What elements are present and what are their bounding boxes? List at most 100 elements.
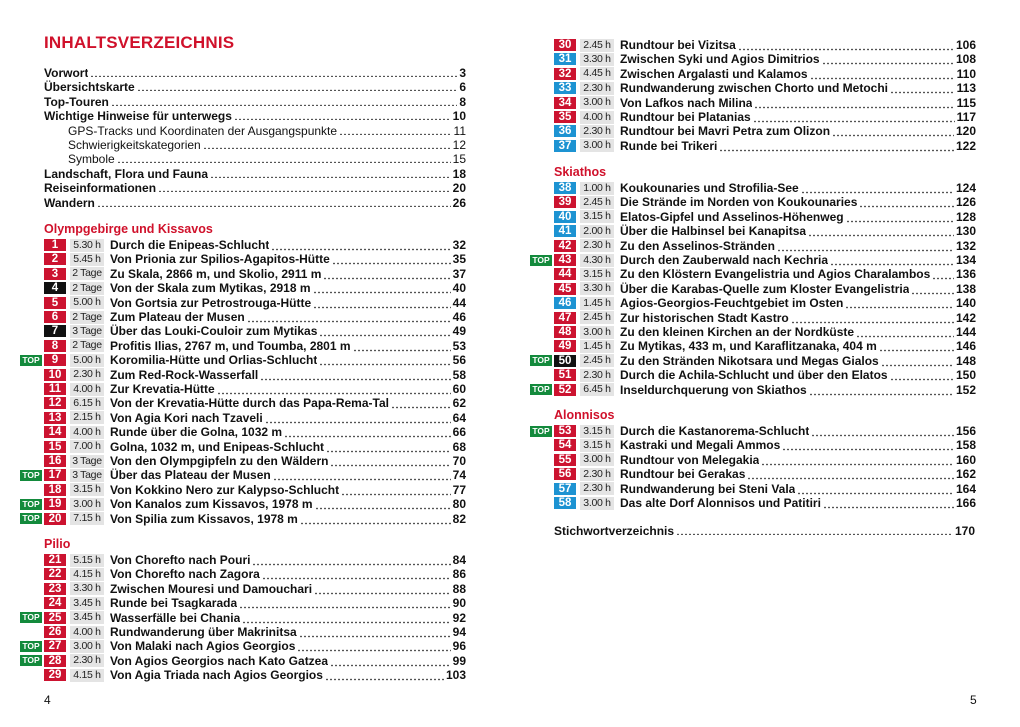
toc-entry[interactable]: Schwierigkeitskategorien 12 (68, 138, 466, 152)
dot-leader (911, 281, 954, 296)
toc-entry[interactable]: Landschaft, Flora und Fauna 18 (44, 167, 466, 181)
tour-entry[interactable]: 55 3.00 h Rundtour von Melegakia 160 (554, 452, 976, 467)
toc-entry[interactable]: Vorwort 3 (44, 66, 466, 80)
tour-duration: 3.00 h (70, 497, 104, 511)
tour-duration: 5.00 h (70, 353, 104, 367)
tour-entry[interactable]: 5 5.00 h Von Gortsia zur Petrostrouga-Hütt… (44, 295, 466, 310)
tour-entry[interactable]: 25 3.45 h Wasserfälle bei Chania 92 (44, 610, 466, 625)
tour-entry[interactable]: 4 2 Tage Von der Skala zum Mytikas, 2918 m… (44, 281, 466, 296)
toc-entry[interactable]: GPS-Tracks und Koordinaten der Ausgangsp… (68, 124, 466, 138)
tour-entry[interactable]: 17 3 Tage Über das Plateau der Musen 74 (44, 468, 466, 483)
tour-entry[interactable]: 24 3.45 h Runde bei Tsagkarada 90 (44, 596, 466, 611)
tour-entry[interactable]: 26 4.00 h Rundwanderung über Makrinitsa 94 (44, 625, 466, 639)
tour-entry[interactable]: 18 3.15 h Von Kokkino Nero zur Kalypso-Sch… (44, 482, 466, 497)
tour-entry[interactable]: 35 4.00 h Rundtour bei Platanias 117 (554, 110, 976, 124)
tour-entry[interactable]: 57 2.30 h Rundwanderung bei Steni Vala 164 (554, 481, 976, 496)
tour-entry[interactable]: 20 7.15 h Von Spilia zum Kissavos, 1978 m 8… (44, 511, 466, 526)
tour-entry[interactable]: 38 1.00 h Koukounaries und Strofilia-See 12… (554, 181, 976, 195)
dot-leader (319, 324, 451, 339)
tour-page: 68 (452, 439, 466, 454)
tour-entry[interactable]: 23 3.30 h Zwischen Mouresi und Damouchari 8… (44, 581, 466, 596)
tour-entry[interactable]: 14 4.00 h Runde über die Golna, 1032 m 66 (44, 425, 466, 440)
toc-entry[interactable]: Reiseinformationen 20 (44, 181, 466, 195)
tour-number-badge: 5 (44, 296, 66, 309)
tour-entry[interactable]: 46 1.45 h Agios-Georgios-Feuchtgebiet im O… (554, 296, 976, 311)
tour-page: 88 (452, 581, 466, 596)
tour-entry[interactable]: 32 4.45 h Zwischen Argalasti und Kalamos 11… (554, 66, 976, 81)
tour-title: Von Kanalos zum Kissavos, 1978 m (110, 497, 313, 512)
tour-number-badge: 15 (44, 440, 66, 453)
tour-entry[interactable]: 49 1.45 h Zu Mytikas, 433 m, und Karaflitz… (554, 339, 976, 354)
toc-entry[interactable]: Übersichtskarte 6 (44, 80, 466, 94)
tour-entry[interactable]: 7 3 Tage Über das Louki-Couloir zum Mytika… (44, 324, 466, 339)
tour-entry[interactable]: 13 2.15 h Von Agia Kori nach Tzaveli 64 (44, 410, 466, 425)
tour-entry[interactable]: 21 5.15 h Von Chorefto nach Pouri 84 (44, 553, 466, 567)
tour-title: Zum Plateau der Musen (110, 310, 245, 324)
dot-leader (331, 252, 451, 267)
tour-duration: 2 Tage (70, 339, 104, 353)
index-entry[interactable]: Stichwortverzeichnis 170 (554, 524, 975, 538)
tour-entry[interactable]: 43 4.30 h Durch den Zauberwald nach Kechri… (554, 253, 976, 267)
tour-entry[interactable]: 2 5.45 h Von Prionia zur Spilios-Agapitos-… (44, 252, 466, 267)
tour-entry[interactable]: 8 2 Tage Profitis Ilias, 2767 m, und Toumb… (44, 338, 466, 353)
tour-entry[interactable]: 53 3.15 h Durch die Kastanorema-Schlucht 15… (554, 424, 976, 438)
tour-entry[interactable]: 28 2.30 h Von Agios Georgios nach Kato Gat… (44, 653, 466, 668)
tour-entry[interactable]: 33 2.30 h Rundwanderung zwischen Chorto un… (554, 81, 976, 96)
tour-entry[interactable]: 15 7.00 h Golna, 1032 m, und Enipeas-Schlu… (44, 439, 466, 454)
tour-duration: 3 Tage (70, 454, 104, 468)
tour-entry[interactable]: 29 4.15 h Von Agia Triada nach Agios Georg… (44, 668, 466, 683)
tour-entry[interactable]: 34 3.00 h Von Lafkos nach Milina 115 (554, 95, 976, 110)
tour-entry[interactable]: 56 2.30 h Rundtour bei Gerakas 162 (554, 467, 976, 482)
tour-entry[interactable]: 6 2 Tage Zum Plateau der Musen 46 (44, 310, 466, 324)
toc-entry[interactable]: Wichtige Hinweise für unterwegs 10 (44, 109, 466, 123)
dot-leader (297, 639, 451, 654)
tour-entry[interactable]: 47 2.45 h Zur historischen Stadt Kastro 142 (554, 310, 976, 325)
tour-entry[interactable]: 58 3.00 h Das alte Dorf Alonnisos und Pati… (554, 496, 976, 510)
tour-title: Von Agia Triada nach Agios Georgios (110, 668, 323, 683)
tour-entry[interactable]: 9 5.00 h Koromilia-Hütte und Orlias-Schluc… (44, 353, 466, 368)
tour-entry[interactable]: 3 2 Tage Zu Skala, 2866 m, und Skolio, 291… (44, 266, 466, 281)
dot-leader (96, 196, 451, 207)
tour-entry[interactable]: 12 6.15 h Von der Krevatia-Hütte durch das… (44, 396, 466, 411)
tour-entry[interactable]: 50 2.45 h Zu den Stränden Nikotsara und Me… (554, 353, 976, 368)
page-title: INHALTSVERZEICHNIS (44, 33, 235, 52)
tour-number-badge: 52 (554, 383, 576, 396)
tour-number-badge: 53 (554, 425, 576, 437)
tour-entry[interactable]: 10 2.30 h Zum Red-Rock-Wasserfall 58 (44, 367, 466, 382)
tour-duration: 3.00 h (580, 96, 614, 110)
tour-entry[interactable]: 52 6.45 h Inseldurchquerung von Skiathos 15… (554, 382, 976, 397)
tour-title: Von Gortsia zur Petrostrouga-Hütte (110, 295, 312, 310)
tour-number-badge: 40 (554, 210, 576, 223)
toc-entry[interactable]: Symbole 15 (68, 152, 466, 166)
tour-duration: 2.45 h (580, 195, 614, 209)
tour-entry[interactable]: 40 3.15 h Elatos-Gipfel und Asselinos-Höhe… (554, 209, 976, 224)
toc-entry[interactable]: Wandern 26 (44, 196, 466, 210)
tour-duration: 1.45 h (580, 339, 614, 353)
tour-entry[interactable]: 37 3.00 h Runde bei Trikeri 122 (554, 138, 976, 153)
toc-entry-page: 12 (452, 138, 466, 152)
top-tour-badge: TOP (20, 612, 42, 624)
tour-number-badge: 22 (44, 568, 66, 581)
tour-entry[interactable]: 22 4.15 h Von Chorefto nach Zagora 86 (44, 567, 466, 582)
tour-entry[interactable]: 44 3.15 h Zu den Klöstern Evangelistria un… (554, 267, 976, 282)
tour-entry[interactable]: 36 2.30 h Rundtour bei Mavri Petra zum Oli… (554, 124, 976, 139)
tour-entry[interactable]: 54 3.15 h Kastraki und Megali Ammos 158 (554, 438, 976, 453)
tour-entry[interactable]: 42 2.30 h Zu den Asselinos-Stränden 132 (554, 238, 976, 253)
top-tour-badge: TOP (530, 355, 552, 367)
tour-entry[interactable]: 16 3 Tage Von den Olympgipfeln zu den Wäld… (44, 454, 466, 468)
index-entry-page: 170 (954, 524, 975, 538)
tour-entry[interactable]: 45 3.30 h Über die Karabas-Quelle zum Klos… (554, 281, 976, 296)
tour-entry[interactable]: 30 2.45 h Rundtour bei Vizitsa 106 (554, 38, 976, 52)
tour-entry[interactable]: 51 2.30 h Durch die Achila-Schlucht und üb… (554, 368, 976, 383)
tour-entry[interactable]: 39 2.45 h Die Strände im Norden von Koukou… (554, 195, 976, 210)
tour-entry[interactable]: 31 3.30 h Zwischen Syki und Agios Dimitrio… (554, 52, 976, 67)
tour-entry[interactable]: 41 2.00 h Über die Halbinsel bei Kanapitsa… (554, 224, 976, 239)
tour-duration: 5.00 h (70, 296, 104, 310)
tour-entry[interactable]: 48 3.00 h Zu den kleinen Kirchen an der No… (554, 325, 976, 339)
tour-number-badge: 58 (554, 497, 576, 509)
tour-entry[interactable]: 1 5.30 h Durch die Enipeas-Schlucht 32 (44, 238, 466, 252)
tour-entry[interactable]: 19 3.00 h Von Kanalos zum Kissavos, 1978 m… (44, 497, 466, 512)
tour-entry[interactable]: 11 4.00 h Zur Krevatia-Hütte 60 (44, 382, 466, 396)
toc-entry[interactable]: Top-Touren 8 (44, 95, 466, 109)
tour-entry[interactable]: 27 3.00 h Von Malaki nach Agios Georgios 96 (44, 639, 466, 654)
